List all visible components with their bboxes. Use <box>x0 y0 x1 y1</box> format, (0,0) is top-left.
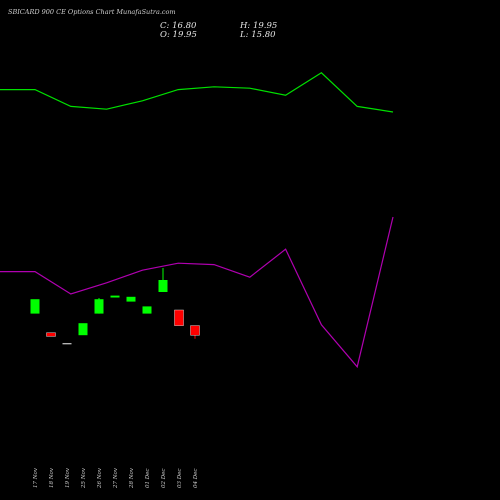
x-tick-label: 02 Dec <box>161 469 167 489</box>
candle-body <box>78 323 88 336</box>
candle-body <box>190 325 200 336</box>
x-tick-label: 25 Nov <box>81 467 87 489</box>
lower-band-line <box>0 216 394 369</box>
x-tick-label: 19 Nov <box>65 467 71 488</box>
candle-body <box>30 299 40 314</box>
candle-body <box>158 280 168 292</box>
ohlc-close: C: 16.80 <box>160 21 197 31</box>
ohlc-open: O: 19.95 <box>160 30 197 40</box>
candle-body <box>62 343 72 345</box>
x-tick-label: 17 Nov <box>33 467 39 488</box>
candle-body <box>126 296 136 302</box>
x-tick-label: 04 Dec <box>193 469 199 489</box>
x-tick-label: 03 Dec <box>177 469 183 489</box>
upper-band-line <box>0 72 394 113</box>
candle-body <box>46 332 56 337</box>
candle-body <box>94 299 104 314</box>
ohlc-high: H: 19.95 <box>240 21 278 31</box>
x-tick-label: 26 Nov <box>97 467 103 489</box>
x-tick-label: 27 Nov <box>113 467 119 489</box>
x-tick-label: 18 Nov <box>49 467 55 488</box>
ohlc-low: L: 15.80 <box>240 30 276 40</box>
title: SBICARD 900 CE Options Chart MunafaSutra… <box>8 8 176 16</box>
candle-body <box>142 306 152 314</box>
x-tick-label: 01 Dec <box>145 469 151 489</box>
candle-body <box>110 295 120 298</box>
candle-body <box>174 309 184 326</box>
x-tick-label: 28 Nov <box>129 467 135 489</box>
